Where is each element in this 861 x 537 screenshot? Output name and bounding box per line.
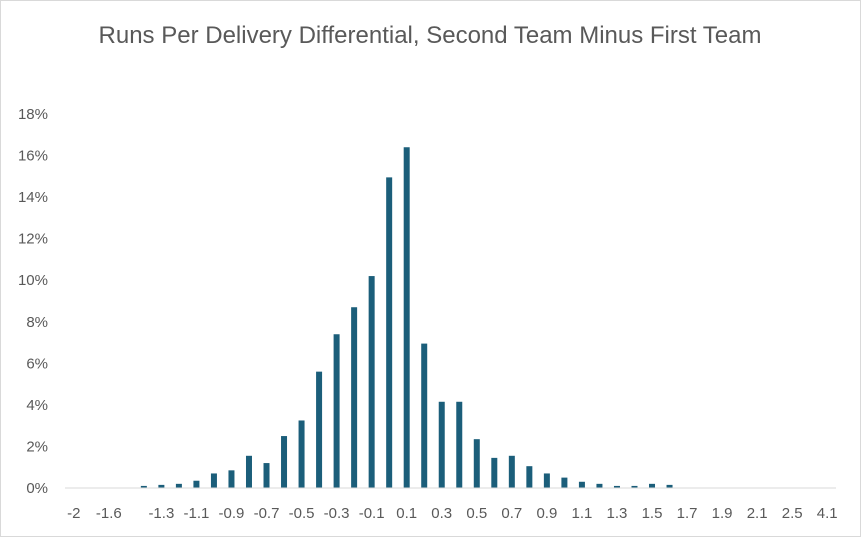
x-tick-label: 2.1 [747, 505, 768, 522]
x-tick-label: -1.3 [148, 505, 174, 522]
bar [561, 477, 568, 488]
y-tick-label: 4% [26, 397, 48, 414]
bar [316, 371, 323, 488]
bar [526, 466, 533, 488]
bar [403, 147, 410, 488]
y-tick-label: 6% [26, 355, 48, 372]
bar [158, 484, 165, 488]
x-tick-label: -0.9 [219, 505, 245, 522]
bar [456, 401, 463, 488]
bar [281, 436, 288, 488]
x-tick-label: -0.5 [289, 505, 315, 522]
y-tick-label: 16% [18, 148, 48, 165]
bar [438, 401, 445, 488]
x-tick-label: -0.1 [359, 505, 385, 522]
bar [193, 480, 200, 488]
bar [649, 483, 656, 488]
bar [491, 457, 498, 488]
bar [666, 484, 673, 488]
bar [333, 334, 340, 488]
x-tick-label: 1.1 [571, 505, 592, 522]
bar [473, 439, 480, 488]
bar [245, 455, 252, 488]
bar [140, 485, 147, 488]
chart-title: Runs Per Delivery Differential, Second T… [98, 22, 762, 49]
y-tick-label: 12% [18, 231, 48, 248]
bar [421, 343, 428, 488]
x-tick-label: 0.3 [431, 505, 452, 522]
bar [386, 177, 393, 488]
bar [613, 485, 620, 488]
x-tick-label: 1.5 [642, 505, 663, 522]
x-tick-label: -0.7 [254, 505, 280, 522]
x-tick-label: 0.1 [396, 505, 417, 522]
x-axis-labels: -2 -1.6 -1.3 -1.1 -0.9 -0.7 -0.5 -0.3 -0.1 0.1 0.3… [67, 505, 838, 522]
bar [578, 481, 585, 488]
x-tick-label: -2 [67, 505, 80, 522]
x-tick-label: -1.1 [183, 505, 209, 522]
y-tick-label: 2% [26, 438, 48, 455]
x-tick-label: 1.7 [677, 505, 698, 522]
x-tick-label: 1.3 [607, 505, 628, 522]
bar [508, 455, 515, 488]
y-tick-label: 14% [18, 189, 48, 206]
x-tick-label: 0.7 [501, 505, 522, 522]
x-tick-label: 0.5 [466, 505, 487, 522]
y-tick-label: 0% [26, 480, 48, 497]
y-tick-label: 18% [18, 106, 48, 123]
bar [298, 420, 305, 488]
x-tick-label: 0.9 [536, 505, 557, 522]
y-tick-label: 10% [18, 272, 48, 289]
bar [210, 473, 217, 488]
y-tick-label: 8% [26, 314, 48, 331]
y-axis-labels: 0% 2% 4% 6% 8% 10% 12% 14% 16% 18% [18, 106, 48, 497]
bar [228, 470, 235, 488]
x-tick-label: -0.3 [324, 505, 350, 522]
x-tick-label: 4.1 [817, 505, 838, 522]
bar [596, 483, 603, 488]
bar [368, 276, 375, 488]
bar [263, 463, 270, 488]
x-tick-label: -1.6 [96, 505, 122, 522]
bar-series [140, 147, 673, 488]
bar [351, 307, 358, 488]
bar [631, 485, 638, 488]
bar [543, 473, 550, 488]
bar [175, 483, 182, 488]
x-tick-label: 1.9 [712, 505, 733, 522]
x-tick-label: 2.5 [782, 505, 803, 522]
